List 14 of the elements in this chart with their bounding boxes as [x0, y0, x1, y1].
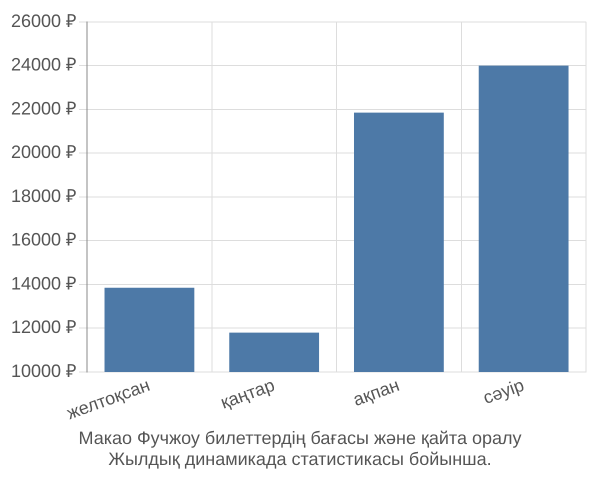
text: Жылдық динамикада статистикасы бойынша. [107, 449, 493, 470]
text: Макао Фучжоу билеттердің бағасы және қайта оралу [78, 428, 522, 449]
y-tick-label: 22000 ₽ [10, 98, 76, 118]
x-tick-label: сәуір [480, 374, 527, 408]
x-tick-label: қаңтар [218, 374, 278, 413]
y-tick-label: 14000 ₽ [10, 273, 76, 294]
y-tick-label: 20000 ₽ [10, 142, 76, 162]
y-tick-label: 16000 ₽ [10, 230, 76, 250]
y-tick-label: 26000 ₽ [10, 10, 76, 31]
x-tick-label: ақпан [350, 374, 402, 410]
y-tick-label: 24000 ₽ [10, 54, 76, 75]
y-tick-label: 10000 ₽ [10, 360, 76, 381]
y-tick-label: 12000 ₽ [10, 317, 76, 338]
y-tick-label: 18000 ₽ [10, 186, 76, 206]
